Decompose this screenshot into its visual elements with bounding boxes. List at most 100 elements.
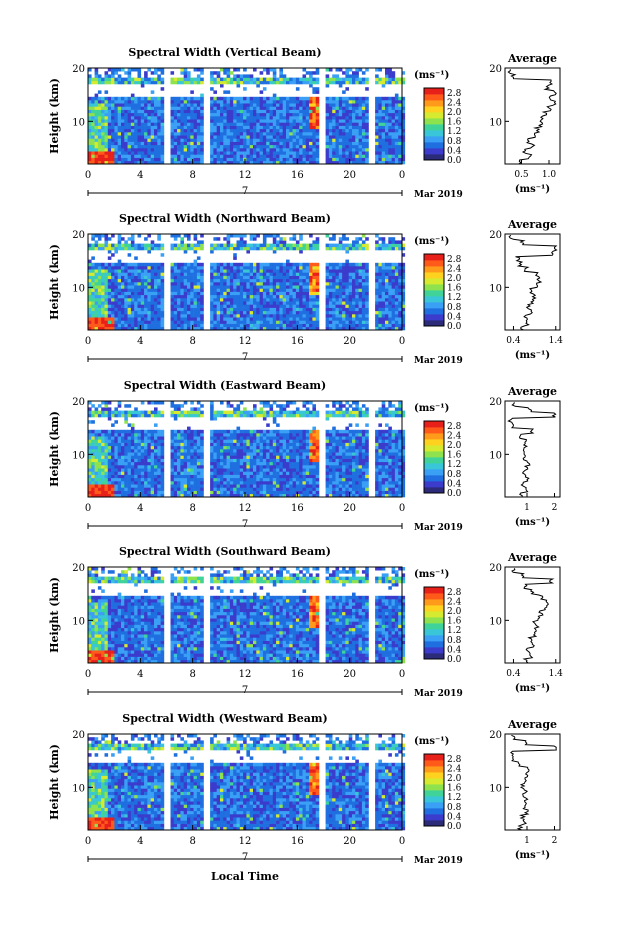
heatmap-cell bbox=[127, 262, 132, 267]
heatmap-cell bbox=[147, 132, 151, 136]
heatmap-cell bbox=[107, 125, 112, 130]
heatmap-cell bbox=[97, 317, 102, 321]
heatmap-cell bbox=[134, 160, 138, 165]
heatmap-cell bbox=[262, 288, 267, 292]
heatmap-cell bbox=[302, 68, 307, 72]
heatmap-cell bbox=[160, 307, 165, 312]
heatmap-cell bbox=[342, 122, 346, 126]
heatmap-cell bbox=[200, 135, 204, 139]
heatmap-cell bbox=[391, 71, 396, 75]
heatmap-cell bbox=[332, 128, 336, 133]
heatmap-cell bbox=[144, 116, 148, 120]
heatmap-cell bbox=[243, 243, 247, 248]
heatmap-cell bbox=[137, 301, 142, 305]
heatmap-cell bbox=[183, 266, 188, 270]
heatmap-cell bbox=[183, 144, 188, 149]
heatmap-cell bbox=[332, 141, 336, 146]
heatmap-cell bbox=[365, 294, 369, 299]
heatmap-cell bbox=[249, 304, 254, 308]
heatmap-cell bbox=[150, 429, 155, 434]
heatmap-cell bbox=[157, 477, 161, 482]
heatmap-cell bbox=[154, 272, 158, 276]
heatmap-cell bbox=[401, 141, 406, 146]
heatmap-cell bbox=[193, 275, 198, 280]
heatmap-cell bbox=[295, 100, 300, 104]
heatmap-cell bbox=[193, 294, 198, 299]
heatmap-cell bbox=[256, 144, 260, 149]
heatmap-cell bbox=[124, 326, 128, 331]
heatmap-cell bbox=[114, 439, 118, 443]
heatmap-cell bbox=[256, 301, 260, 305]
heatmap-cell bbox=[299, 157, 303, 162]
heatmap-cell bbox=[104, 141, 109, 146]
heatmap-cell bbox=[269, 304, 274, 308]
heatmap-cell bbox=[134, 109, 138, 114]
y-tick-label: 20 bbox=[72, 64, 85, 75]
heatmap-cell bbox=[107, 294, 112, 299]
heatmap-cell bbox=[282, 141, 287, 146]
heatmap-cell bbox=[269, 141, 274, 146]
heatmap-cell bbox=[121, 490, 125, 495]
heatmap-cell bbox=[375, 285, 379, 289]
heatmap-cell bbox=[315, 275, 320, 280]
heatmap-cell bbox=[259, 138, 264, 142]
heatmap-cell bbox=[213, 138, 217, 142]
heatmap-cell bbox=[88, 282, 92, 286]
heatmap-cell bbox=[233, 243, 237, 248]
heatmap-cell bbox=[180, 144, 184, 149]
heatmap-cell bbox=[299, 80, 303, 85]
heatmap-cell bbox=[361, 148, 366, 152]
heatmap-cell bbox=[378, 326, 382, 331]
heatmap-cell bbox=[226, 272, 231, 276]
heatmap-cell bbox=[345, 157, 349, 162]
heatmap-cell bbox=[173, 246, 178, 251]
heatmap-cell bbox=[170, 294, 175, 299]
heatmap-cell bbox=[134, 135, 138, 139]
heatmap-cell bbox=[378, 314, 382, 318]
heatmap-cell bbox=[170, 100, 175, 104]
heatmap-cell bbox=[130, 285, 135, 289]
heatmap-cell bbox=[345, 314, 349, 318]
heatmap-cell bbox=[180, 310, 184, 315]
heatmap-cell bbox=[269, 294, 274, 299]
heatmap-cell bbox=[286, 301, 290, 305]
heatmap-cell bbox=[170, 128, 175, 133]
heatmap-cell bbox=[177, 291, 181, 296]
heatmap-cell bbox=[325, 285, 330, 289]
heatmap-cell bbox=[147, 487, 151, 491]
heatmap-cell bbox=[121, 275, 125, 280]
heatmap-cell bbox=[117, 323, 122, 328]
heatmap-cell bbox=[312, 240, 316, 244]
heatmap-cell bbox=[394, 138, 399, 142]
heatmap-cell bbox=[107, 151, 112, 155]
heatmap-cell bbox=[200, 301, 204, 305]
heatmap-cell bbox=[154, 132, 158, 136]
heatmap-cell bbox=[200, 132, 204, 136]
heatmap-cell bbox=[246, 272, 250, 276]
heatmap-cell bbox=[114, 484, 118, 488]
heatmap-cell bbox=[253, 125, 257, 130]
heatmap-cell bbox=[229, 291, 234, 296]
heatmap-cell bbox=[249, 307, 254, 312]
heatmap-cell bbox=[173, 262, 178, 267]
heatmap-cell bbox=[127, 433, 132, 437]
heatmap-cell bbox=[401, 112, 406, 117]
heatmap-cell bbox=[190, 326, 194, 331]
heatmap-cell bbox=[193, 269, 198, 273]
heatmap-cell bbox=[111, 151, 115, 155]
heatmap-cell bbox=[130, 148, 135, 152]
heatmap-cell bbox=[338, 246, 343, 251]
heatmap-cell bbox=[107, 135, 112, 139]
heatmap-cell bbox=[117, 148, 122, 152]
heatmap-cell bbox=[130, 278, 135, 283]
heatmap-cell bbox=[335, 68, 340, 72]
heatmap-cell bbox=[276, 320, 280, 324]
heatmap-cell bbox=[328, 148, 333, 152]
heatmap-cell bbox=[246, 294, 250, 299]
heatmap-cell bbox=[140, 317, 145, 321]
heatmap-cell bbox=[111, 317, 115, 321]
heatmap-cell bbox=[114, 272, 118, 276]
heatmap-cell bbox=[348, 116, 353, 120]
heatmap-cell bbox=[154, 314, 158, 318]
heatmap-cell bbox=[134, 474, 138, 479]
